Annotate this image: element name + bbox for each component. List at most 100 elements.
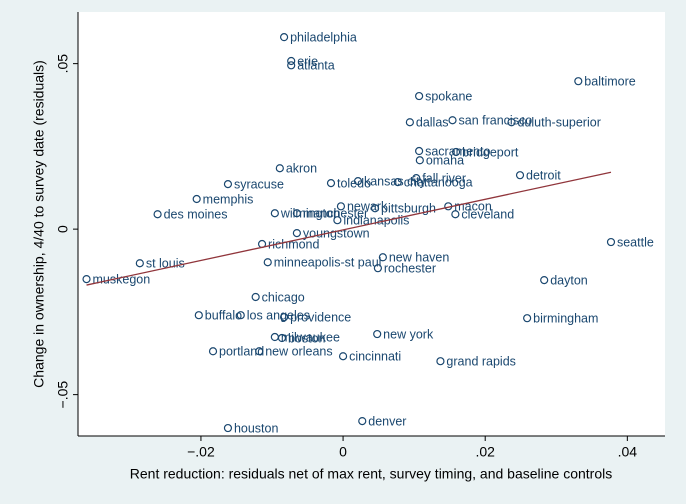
x-tick-label: −.02 <box>187 444 215 460</box>
point <box>277 333 287 343</box>
point <box>208 347 218 356</box>
point <box>412 174 421 183</box>
x-tick-label: .02 <box>475 444 495 460</box>
x-tick-label: .04 <box>618 444 638 460</box>
point-label: st louis <box>146 257 185 271</box>
point <box>540 276 549 285</box>
point-label: seattle <box>617 235 654 249</box>
point <box>373 264 382 273</box>
point-label: detroit <box>526 168 561 182</box>
point <box>373 329 382 339</box>
point <box>393 178 402 187</box>
y-tick-label: −.05 <box>55 381 71 409</box>
point <box>223 423 233 433</box>
point-label: manchester <box>303 207 368 221</box>
point-label: portland <box>219 345 264 359</box>
point <box>415 146 424 156</box>
point-label: milwaukee <box>281 330 340 344</box>
point <box>82 275 91 284</box>
point-label: new york <box>383 327 434 341</box>
point-label: indianapolis <box>343 213 409 227</box>
point-label: denver <box>368 414 406 428</box>
point-label: spokane <box>425 89 472 103</box>
point-label: minneapolis-st paul <box>274 256 382 270</box>
point <box>275 164 284 173</box>
point-label: chicago <box>262 290 305 304</box>
point <box>194 311 203 320</box>
point <box>370 204 380 213</box>
point-label: duluth-superior <box>517 116 600 130</box>
point <box>448 116 457 125</box>
point <box>292 209 301 218</box>
point-label: dayton <box>550 273 588 287</box>
point <box>270 209 279 218</box>
point-label: providence <box>290 310 351 324</box>
point-label: youngstown <box>303 226 370 240</box>
x-tick-label: 0 <box>339 444 347 460</box>
point-label: atlanta <box>297 59 335 73</box>
point <box>415 156 424 165</box>
point-label: cleveland <box>461 208 514 222</box>
point-label: des moines <box>164 208 228 222</box>
point-label: new haven <box>389 251 450 265</box>
point-label: pittsburgh <box>381 202 436 216</box>
y-axis-title: Change in ownership, 4/40 to survey date… <box>31 60 47 388</box>
point-label: memphis <box>203 192 254 206</box>
point <box>606 237 616 247</box>
y-tick-label: .05 <box>55 54 71 74</box>
point-label: syracuse <box>234 177 284 191</box>
point <box>415 91 424 101</box>
point <box>515 171 525 180</box>
point <box>287 61 296 70</box>
point-label: philadelphia <box>290 30 357 44</box>
point <box>287 56 296 66</box>
point <box>153 210 162 219</box>
point <box>358 417 367 426</box>
point <box>353 177 363 186</box>
y-tick-label: 0 <box>55 225 71 233</box>
point-label: toledo <box>337 176 371 190</box>
point-label: boston <box>288 331 326 345</box>
point <box>279 313 289 322</box>
point-label: buffalo <box>205 308 242 322</box>
point-label: baltimore <box>584 74 635 88</box>
point-label: sacramento <box>425 144 490 158</box>
point <box>507 118 516 127</box>
point-label: birmingham <box>533 311 598 325</box>
point-label: new orleans <box>265 345 332 359</box>
point-label: dallas <box>416 116 449 130</box>
point <box>378 253 387 262</box>
point <box>574 77 583 86</box>
point <box>338 352 348 361</box>
point-label: muskegon <box>93 272 151 286</box>
point <box>279 33 289 42</box>
point-label: rochester <box>384 261 436 275</box>
point <box>523 314 532 323</box>
point <box>223 180 233 189</box>
point-label: grand rapids <box>446 354 516 368</box>
point-label: los angeles <box>247 308 310 322</box>
point <box>236 311 245 320</box>
point <box>251 292 260 302</box>
point <box>333 216 342 225</box>
point-label: houston <box>234 421 279 435</box>
point-label: richmond <box>268 237 319 251</box>
point <box>326 179 336 188</box>
point <box>255 347 264 356</box>
point <box>405 118 414 127</box>
point-label: fall river <box>422 171 466 185</box>
point-label: kansas city <box>364 174 427 188</box>
point-label: san francisco <box>459 114 533 128</box>
point <box>263 258 272 267</box>
point <box>135 259 144 268</box>
point-label: bridgeport <box>462 145 519 159</box>
point-label: cincinnati <box>349 350 401 364</box>
point <box>192 194 201 204</box>
point-label: erie <box>297 54 318 68</box>
point-label: omaha <box>426 154 464 168</box>
point <box>292 229 301 238</box>
point-label: chattanooga <box>404 175 473 189</box>
fit-line <box>86 171 612 286</box>
point <box>336 202 346 211</box>
